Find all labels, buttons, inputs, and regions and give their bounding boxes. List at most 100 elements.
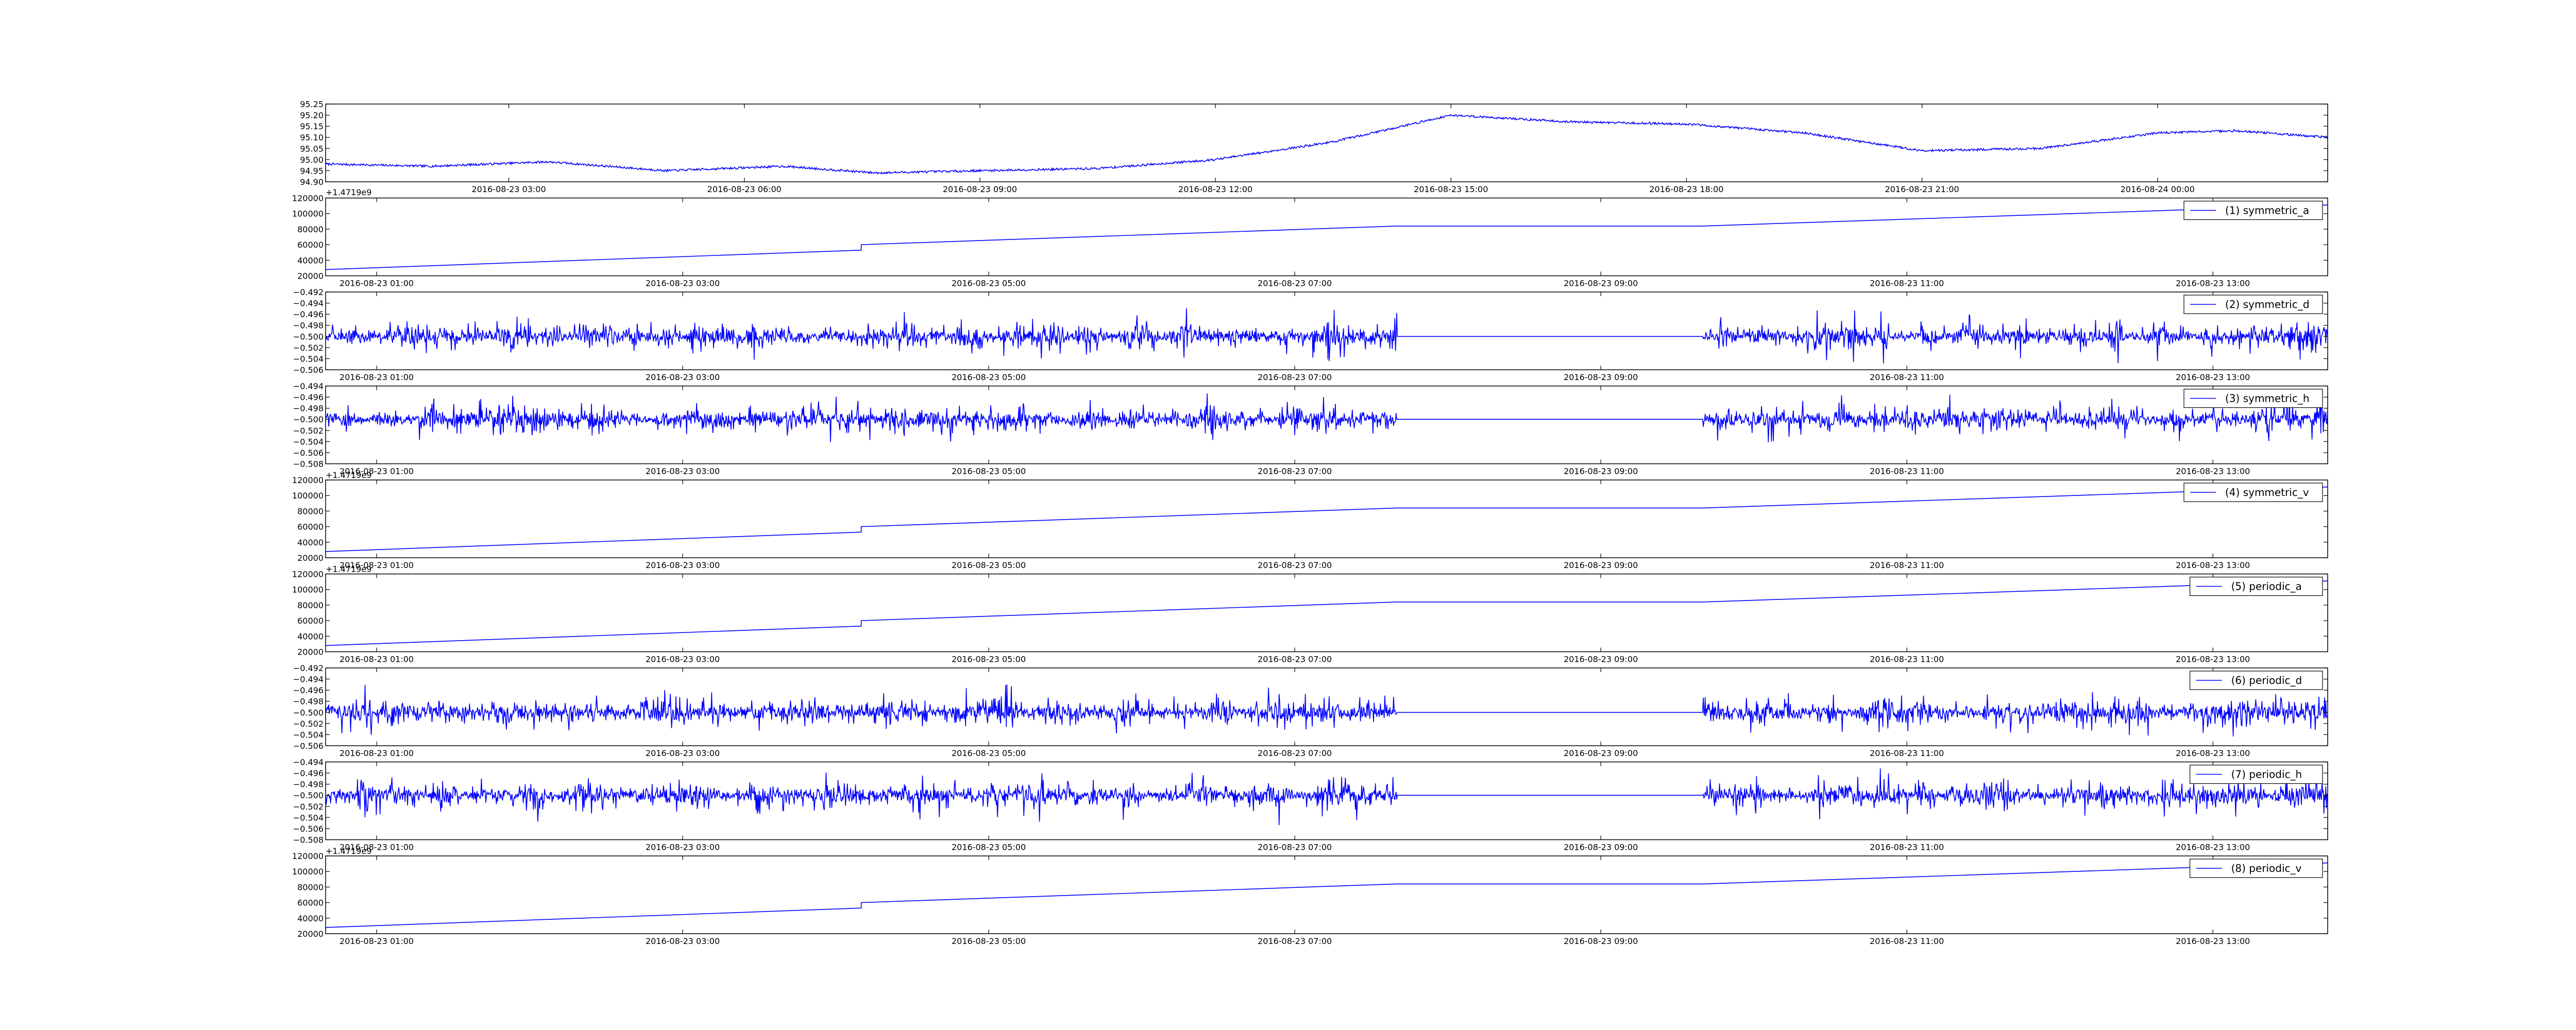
- subplot-7: −0.508−0.506 −0.504−0.502 −0.500 −0.498 −0.4…: [293, 758, 2328, 852]
- y-tick-label: −0.500: [293, 332, 324, 341]
- axes-frame: [325, 761, 2328, 840]
- y-tick-label: 80000: [297, 882, 324, 892]
- y-tick-label: −0.504: [293, 813, 324, 822]
- x-tick-label: 2016-08-23 01:00: [340, 655, 414, 664]
- y-tick-label: 80000: [297, 506, 324, 516]
- subplot-3: −0.508−0.506−0.504−0.502 −0.500−0.498 −0.4…: [293, 382, 2328, 476]
- x-tick-label: 2016-08-23 07:00: [1258, 372, 1332, 382]
- y-tick-label: −0.498: [293, 404, 324, 414]
- x-tick-label: 2016-08-23 03:00: [646, 560, 720, 570]
- x-tick-label: 2016-08-23 07:00: [1258, 655, 1332, 664]
- x-tick-label: 2016-08-23 12:00: [1178, 184, 1252, 194]
- x-tick-label: 2016-08-24 00:00: [2121, 184, 2195, 194]
- x-tick-label: 2016-08-23 11:00: [1870, 372, 1944, 382]
- x-tick-label: 2016-08-23 11:00: [1870, 467, 1944, 476]
- y-tick-label: −0.500: [293, 415, 324, 424]
- x-tick-label: 2016-08-23 03:00: [646, 372, 720, 382]
- y-tick-label: 95.10: [300, 133, 324, 143]
- y-tick-label: 100000: [292, 867, 324, 877]
- x-tick-label: 2016-08-23 01:00: [340, 467, 414, 476]
- y-tick-label: 40000: [297, 914, 324, 923]
- y-tick-label: 120000: [292, 475, 324, 485]
- y-tick-label: −0.502: [293, 426, 324, 436]
- y-tick-label: −0.502: [293, 343, 324, 353]
- x-tick-label: 2016-08-23 01:00: [340, 560, 414, 570]
- y-tick-label: −0.508: [293, 835, 324, 845]
- y-tick-label: −0.506: [293, 448, 324, 458]
- x-tick-label: 2016-08-23 03:00: [646, 467, 720, 476]
- subplot-8: 20000 40000 60000 80000 100000 120000 2016-08-…: [292, 846, 2328, 946]
- y-tick-label: 95.05: [300, 144, 324, 153]
- legend: (1) symmetric_a: [2183, 200, 2323, 220]
- y-tick-label: 100000: [292, 491, 324, 501]
- y-tick-label: 120000: [292, 194, 324, 203]
- y-tick-label: 100000: [292, 585, 324, 595]
- legend-label: (4) symmetric_v: [2225, 486, 2309, 499]
- x-tick-label: 2016-08-23 07:00: [1258, 843, 1332, 852]
- x-tick-label: 2016-08-23 05:00: [952, 279, 1026, 288]
- x-tick-label: 2016-08-23 11:00: [1870, 843, 1944, 852]
- axes-frame: [325, 479, 2328, 558]
- series-line: [326, 204, 2328, 270]
- y-tick-label: −0.502: [293, 719, 324, 729]
- legend-label: (1) symmetric_a: [2225, 204, 2309, 217]
- x-tick-label: 2016-08-23 11:00: [1870, 748, 1944, 758]
- y-tick-label: −0.496: [293, 768, 324, 778]
- x-tick-label: 2016-08-23 01:00: [340, 748, 414, 758]
- y-tick-label: 120000: [292, 570, 324, 579]
- x-tick-label: 2016-08-23 09:00: [1564, 467, 1638, 476]
- x-tick-label: 2016-08-23 11:00: [1870, 560, 1944, 570]
- series-line: [326, 862, 2328, 928]
- axis-offset-text: +1.4719e9: [326, 187, 371, 197]
- x-tick-label: 2016-08-23 03:00: [646, 936, 720, 946]
- y-tick-label: −0.504: [293, 437, 324, 447]
- legend: (7) periodic_h: [2190, 764, 2323, 784]
- y-tick-label: 120000: [292, 851, 324, 861]
- x-tick-label: 2016-08-23 07:00: [1258, 467, 1332, 476]
- axis-offset-text: +1.4719e9: [326, 564, 371, 574]
- x-tick-label: 2016-08-23 18:00: [1649, 184, 1723, 194]
- legend: (6) periodic_d: [2190, 671, 2323, 690]
- y-tick-label: 40000: [297, 631, 324, 641]
- x-tick-label: 2016-08-23 13:00: [2176, 936, 2250, 946]
- y-tick-label: −0.504: [293, 730, 324, 740]
- series-line: [326, 393, 2328, 442]
- x-tick-label: 2016-08-23 03:00: [646, 279, 720, 288]
- x-tick-label: 2016-08-23 05:00: [952, 655, 1026, 664]
- legend-label: (5) periodic_a: [2231, 580, 2302, 593]
- x-tick-label: 2016-08-23 07:00: [1258, 560, 1332, 570]
- y-tick-label: 60000: [297, 898, 324, 908]
- x-tick-label: 2016-08-23 01:00: [340, 843, 414, 852]
- axes-frame: [325, 197, 2328, 277]
- y-tick-label: −0.496: [293, 392, 324, 402]
- y-tick-label: 60000: [297, 522, 324, 532]
- x-tick-label: 2016-08-23 05:00: [952, 372, 1026, 382]
- legend: (5) periodic_a: [2190, 576, 2323, 596]
- y-tick-label: 20000: [297, 553, 324, 563]
- y-tick-label: 100000: [292, 209, 324, 219]
- y-tick-label: −0.494: [293, 382, 324, 391]
- axes-frame: [325, 385, 2328, 465]
- y-tick-label: −0.502: [293, 802, 324, 812]
- x-tick-label: 2016-08-23 01:00: [340, 936, 414, 946]
- y-tick-label: −0.498: [293, 780, 324, 789]
- y-tick-label: −0.494: [293, 758, 324, 767]
- x-tick-label: 2016-08-23 09:00: [1564, 655, 1638, 664]
- legend-label: (6) periodic_d: [2231, 674, 2302, 686]
- subplot-5: 20000 40000 60000 80000 100000 120000 2016-08-…: [292, 564, 2328, 664]
- y-tick-label: −0.492: [293, 663, 324, 673]
- y-tick-label: −0.504: [293, 354, 324, 364]
- y-tick-label: −0.508: [293, 459, 324, 469]
- y-tick-label: −0.498: [293, 321, 324, 331]
- x-tick-label: 2016-08-23 07:00: [1258, 936, 1332, 946]
- x-tick-label: 2016-08-23 03:00: [646, 748, 720, 758]
- x-tick-label: 2016-08-23 09:00: [1564, 372, 1638, 382]
- y-tick-label: −0.498: [293, 697, 324, 707]
- x-tick-label: 2016-08-23 07:00: [1258, 748, 1332, 758]
- y-tick-label: −0.506: [293, 741, 324, 751]
- y-tick-label: 60000: [297, 240, 324, 250]
- x-tick-label: 2016-08-23 09:00: [1564, 936, 1638, 946]
- series-line: [326, 308, 2328, 364]
- x-tick-label: 2016-08-23 13:00: [2176, 560, 2250, 570]
- legend: (8) periodic_v: [2190, 859, 2323, 878]
